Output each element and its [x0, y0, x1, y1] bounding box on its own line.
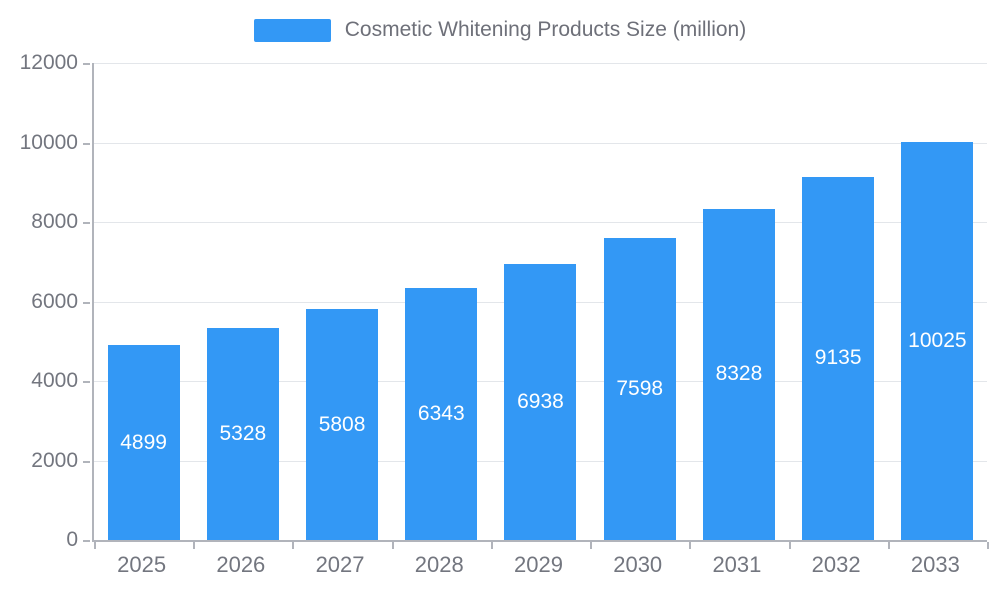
bar-2030[interactable]: 7598	[603, 237, 676, 540]
legend-label: Cosmetic Whitening Products Size (millio…	[344, 18, 747, 41]
bar-value-label: 7598	[616, 376, 664, 400]
x-tick-label: 2028	[414, 552, 464, 577]
bar-2025[interactable]: 4899	[107, 345, 180, 540]
y-tick-label: 2000	[31, 448, 78, 472]
x-axis-labels: 2025 2026 2027 2028 2029 2030 2031 2032 2033	[92, 552, 985, 578]
bar-value-label: 5808	[318, 412, 366, 436]
x-axis-tick	[689, 542, 692, 549]
bar-2031[interactable]: 8328	[702, 208, 775, 540]
x-axis-tick	[987, 542, 989, 549]
bar-cell: 7598	[590, 63, 689, 540]
y-axis-tick	[83, 381, 90, 383]
y-tick-label: 0	[66, 528, 78, 551]
gridline	[94, 63, 987, 64]
bar-cell: 5328	[193, 63, 292, 540]
bar-value-label: 6343	[417, 401, 465, 425]
bar-cell: 10025	[888, 63, 987, 540]
x-tick-label: 2026	[216, 552, 266, 577]
bar-cell: 4899	[94, 63, 193, 540]
y-axis-tick	[83, 540, 90, 542]
x-tick-label: 2033	[910, 552, 960, 577]
y-axis-tick	[83, 460, 90, 463]
x-axis-tick	[94, 542, 96, 549]
plot-area: 4899 5328 5808 6343 6938 7598 8328 9135 10025	[92, 63, 987, 542]
x-tick-label: 2025	[117, 552, 167, 577]
x-tick-label: 2032	[811, 552, 861, 577]
bar-2026[interactable]: 5328	[206, 328, 279, 540]
y-tick-label: 12000	[19, 51, 78, 74]
x-axis-tick	[590, 542, 593, 549]
bar-cell: 6343	[392, 63, 491, 540]
bar-2033[interactable]: 10025	[901, 141, 974, 540]
y-tick-label: 8000	[31, 210, 78, 233]
bar-2029[interactable]: 6938	[504, 264, 577, 540]
bar-value-label: 5328	[219, 422, 267, 446]
bar-cell: 5808	[292, 63, 391, 540]
bar-value-label: 6938	[517, 390, 564, 414]
x-tick-label: 2030	[613, 552, 663, 577]
x-axis-tick	[292, 542, 295, 549]
gridline	[94, 142, 987, 144]
x-axis-tick	[887, 542, 890, 549]
y-axis-tick	[83, 301, 90, 304]
x-axis-tick	[788, 542, 791, 549]
bars-container: 4899 5328 5808 6343 6938 7598 8328 9135 10025	[94, 63, 987, 540]
y-tick-label: 10000	[19, 130, 78, 154]
y-tick-label: 4000	[31, 369, 78, 392]
bar-cell: 6938	[491, 63, 590, 540]
x-axis-tick	[193, 542, 196, 549]
legend-swatch-icon	[253, 18, 331, 42]
bar-cell: 8328	[689, 63, 788, 540]
bar-value-label: 4899	[120, 430, 167, 454]
chart-legend[interactable]: Cosmetic Whitening Products Size (millio…	[0, 18, 1000, 42]
y-axis-tick	[83, 142, 90, 145]
bar-2028[interactable]: 6343	[405, 287, 478, 540]
bar-2032[interactable]: 9135	[802, 176, 875, 540]
bar-value-label: 10025	[908, 328, 967, 352]
x-axis-tick	[391, 542, 394, 549]
x-tick-label: 2027	[315, 552, 365, 577]
bar-2027[interactable]: 5808	[306, 309, 379, 540]
bar-value-label: 9135	[814, 346, 862, 370]
y-axis-tick	[83, 222, 90, 224]
bar-value-label: 8328	[715, 362, 763, 386]
x-axis-tick	[490, 542, 493, 549]
y-axis-tick	[83, 63, 90, 65]
x-tick-label: 2031	[712, 552, 762, 577]
bar-cell: 9135	[789, 63, 888, 540]
y-tick-label: 6000	[31, 289, 78, 313]
x-tick-label: 2029	[514, 552, 563, 577]
gridline	[94, 222, 987, 223]
